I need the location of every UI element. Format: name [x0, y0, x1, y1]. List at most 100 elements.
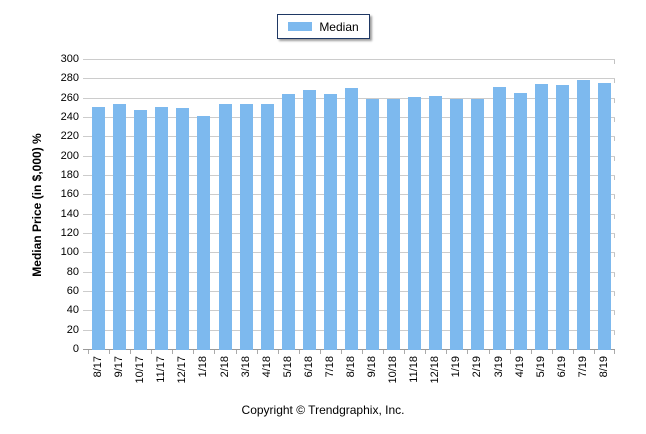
bar-6/19 — [555, 85, 569, 350]
gridline — [83, 59, 615, 64]
x-axis-tick — [446, 350, 448, 354]
x-axis-label: 4/19 — [513, 356, 526, 378]
bar-10/18 — [387, 98, 401, 350]
x-axis-label: 6/18 — [302, 356, 315, 378]
y-axis-tick-label: 120 — [60, 227, 79, 239]
x-label-slot: 7/18 — [320, 356, 341, 377]
x-axis-label: 1/19 — [450, 356, 463, 378]
y-axis-tick-label: 300 — [60, 53, 79, 65]
bar-slot — [467, 60, 488, 350]
x-axis-tick — [109, 350, 111, 354]
bar-1/19 — [450, 98, 464, 350]
x-label-slot: 11/17 — [151, 356, 172, 383]
x-axis-label: 6/19 — [555, 356, 568, 378]
x-label-slot: 1/19 — [446, 356, 467, 377]
y-axis-tick-label: 260 — [60, 91, 79, 104]
x-label-slot: 3/18 — [236, 356, 257, 377]
bar-8/19 — [597, 83, 611, 350]
x-axis-tick — [340, 350, 342, 354]
bar-slot — [320, 60, 341, 350]
x-axis-label: 7/18 — [323, 356, 336, 378]
y-axis-tick-label: 20 — [66, 323, 79, 336]
bar-slot — [193, 60, 214, 350]
x-axis-tick — [425, 350, 427, 354]
x-axis-tick-labels: 8/17 9/17 10/17 11/17 12/17 1/18 2/18 3/18 4/18 5… — [88, 356, 615, 398]
plot-area: 0 20 40 60 80 100 120 140 160 180 200 220 240 260 280 3… — [61, 53, 615, 384]
x-label-slot: 8/19 — [594, 356, 615, 377]
x-label-slot: 2/18 — [214, 356, 235, 377]
x-axis-label: 11/17 — [155, 356, 168, 383]
bar-slot — [488, 60, 509, 350]
bar-1/18 — [197, 116, 211, 350]
bar-slot — [446, 60, 467, 350]
bar-3/18 — [239, 103, 253, 350]
bar-7/18 — [323, 93, 337, 350]
x-axis-tick — [551, 350, 553, 354]
bar-slot — [362, 60, 383, 350]
x-axis-tick — [172, 350, 174, 354]
x-axis-label: 7/19 — [576, 356, 589, 378]
y-axis-tick-label: 240 — [60, 111, 79, 123]
legend-label-median: Median — [319, 19, 359, 34]
x-label-slot: 8/18 — [341, 356, 362, 377]
bar-slot — [531, 60, 552, 350]
x-axis-tick — [298, 350, 300, 354]
bar-3/19 — [492, 87, 506, 350]
x-axis-label: 12/18 — [429, 356, 442, 384]
x-axis-tick — [509, 350, 511, 354]
x-axis-label: 3/18 — [239, 356, 252, 378]
x-axis-tick — [614, 350, 615, 354]
x-label-slot: 5/18 — [278, 356, 299, 377]
bar-4/18 — [260, 103, 274, 350]
x-axis-label: 5/19 — [534, 356, 547, 378]
y-axis-tick-label: 280 — [60, 72, 79, 85]
x-label-slot: 12/17 — [172, 356, 193, 384]
bar-slot — [594, 60, 615, 350]
bar-slot — [404, 60, 425, 350]
bar-7/19 — [576, 80, 590, 350]
y-axis-tick-label: 80 — [66, 265, 79, 278]
legend: Median — [277, 14, 370, 39]
x-axis-label: 3/19 — [492, 356, 505, 378]
bar-slot — [236, 60, 257, 350]
x-axis-tick — [530, 350, 532, 354]
bar-2/19 — [471, 98, 485, 350]
x-axis-tick — [130, 350, 132, 354]
bar-slot — [172, 60, 193, 350]
x-axis-label: 10/18 — [387, 356, 400, 384]
x-axis-label: 2/19 — [471, 356, 484, 378]
bar-slot — [151, 60, 172, 350]
bar-4/19 — [513, 92, 527, 350]
x-label-slot: 4/19 — [510, 356, 531, 377]
x-axis-tick — [572, 350, 574, 354]
y-axis-tick-label: 40 — [66, 304, 79, 317]
x-label-slot: 6/18 — [299, 356, 320, 377]
bar-slot — [278, 60, 299, 350]
x-label-slot: 5/19 — [531, 356, 552, 377]
x-axis-label: 10/17 — [134, 356, 147, 384]
bar-12/17 — [176, 108, 190, 350]
x-axis-label: 8/19 — [597, 356, 610, 378]
x-axis-tick — [151, 350, 153, 354]
x-axis-tick — [235, 350, 237, 354]
x-axis-ticks — [88, 350, 615, 354]
copyright-text: Copyright © Trendgraphix, Inc. — [241, 403, 405, 417]
x-axis-label: 2/18 — [218, 356, 231, 378]
x-axis-tick — [193, 350, 195, 354]
bar-slot — [88, 60, 109, 350]
x-axis-label: 11/18 — [408, 356, 421, 383]
x-axis-tick — [214, 350, 216, 354]
x-axis-tick — [362, 350, 364, 354]
x-axis-tick — [467, 350, 469, 354]
bar-9/18 — [366, 98, 380, 350]
bar-slot — [214, 60, 235, 350]
x-label-slot: 1/18 — [193, 356, 214, 377]
x-label-slot: 4/18 — [257, 356, 278, 377]
x-label-slot: 9/17 — [109, 356, 130, 377]
bar-slot — [383, 60, 404, 350]
bar-11/18 — [408, 96, 422, 350]
gridline — [83, 78, 615, 84]
bar-slot — [257, 60, 278, 350]
x-axis-label: 9/18 — [366, 356, 379, 378]
